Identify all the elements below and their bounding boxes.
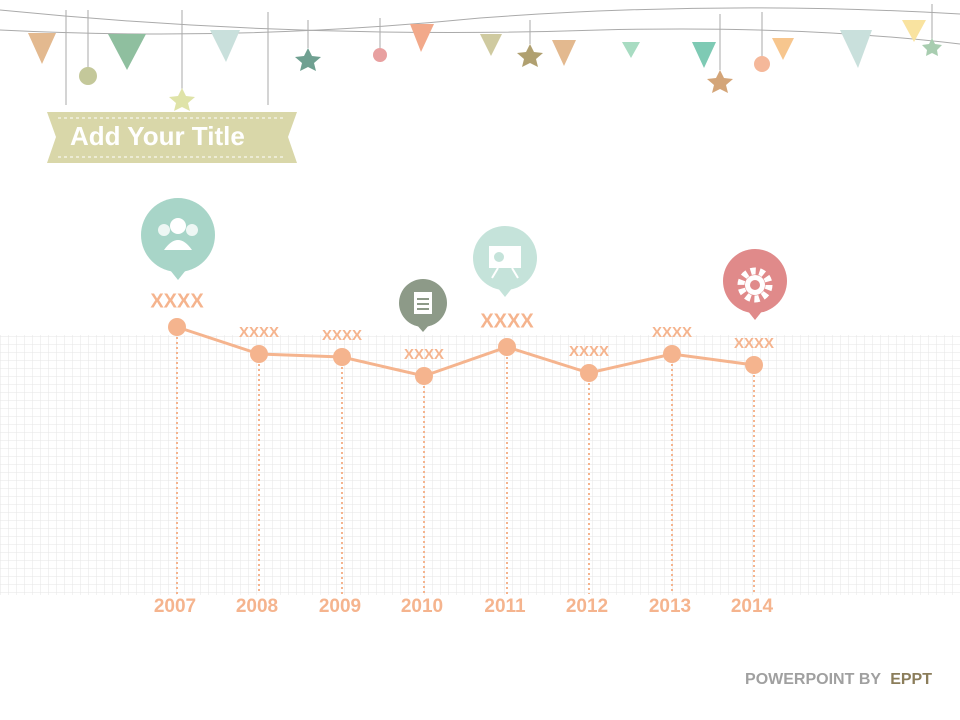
node-label: XXXX: [480, 310, 534, 332]
node-label: XXXX: [652, 324, 692, 341]
year-label: 2012: [566, 596, 608, 617]
timeline-line: [176, 325, 755, 378]
presentation-icon: [473, 226, 537, 297]
year-label: 2014: [731, 596, 774, 617]
node-label: XXXX: [239, 324, 279, 341]
node-label: XXXX: [569, 343, 609, 360]
bunting: [0, 4, 960, 105]
timeline-node: [663, 345, 681, 363]
title: Add Your Title: [70, 121, 245, 151]
grid-background: [0, 335, 960, 595]
timeline-node: [168, 318, 186, 336]
timeline-node: [250, 345, 268, 363]
node-label: XXXX: [322, 327, 362, 344]
team-icon: [141, 198, 215, 280]
year-label: 2009: [319, 596, 361, 617]
bunting-flags: [28, 20, 942, 111]
timeline-node: [333, 348, 351, 366]
year-label: 2007: [154, 596, 196, 617]
footer: POWERPOINT BY EPPT: [745, 671, 932, 688]
gear-icon: [723, 249, 787, 320]
timeline-node: [745, 356, 763, 374]
document-icon: [399, 279, 447, 332]
footer-brand: EPPT: [890, 671, 932, 688]
timeline-node: [415, 367, 433, 385]
icon-bubbles: [141, 198, 787, 332]
year-label: 2010: [401, 596, 443, 617]
year-label: 2011: [484, 596, 526, 617]
year-label: 2013: [649, 596, 691, 617]
node-label: XXXX: [150, 290, 204, 312]
node-label: XXXX: [734, 335, 774, 352]
timeline: XXXX 2007 XXXX 2008 XXXX 2009 XXXX 2010 XXXX 2011…: [150, 290, 774, 617]
title-banner: Add Your Title: [47, 112, 297, 163]
year-label: 2008: [236, 596, 278, 617]
timeline-node: [498, 338, 516, 356]
footer-prefix: POWERPOINT BY: [745, 671, 881, 688]
timeline-node: [580, 364, 598, 382]
node-label: XXXX: [404, 346, 444, 363]
